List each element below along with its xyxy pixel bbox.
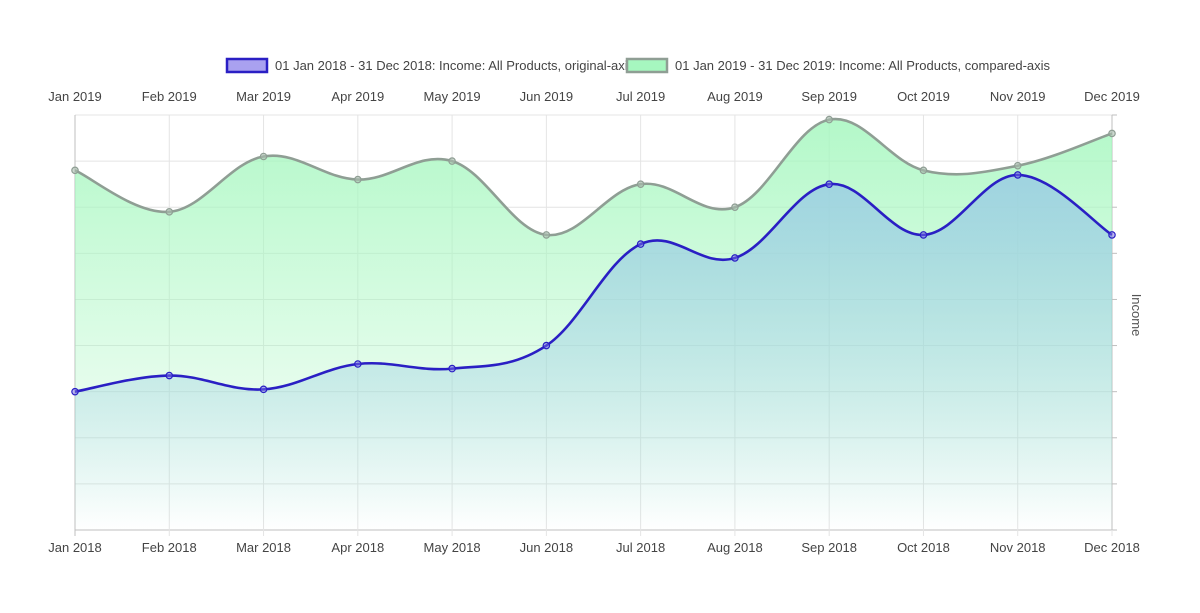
data-points [71, 115, 1116, 396]
x-top-tick-label: Jul 2019 [616, 89, 665, 104]
data-point-original-1[interactable] [165, 371, 174, 380]
data-point-compared-1[interactable] [165, 208, 174, 216]
data-point-original-2[interactable] [259, 385, 268, 394]
y-axis-title: Income [1129, 294, 1144, 337]
x-bottom-tick-label: Oct 2018 [897, 540, 950, 555]
data-point-compared-9[interactable] [919, 166, 928, 175]
x-bottom-tick-label: Nov 2018 [990, 540, 1046, 555]
x-bottom-tick-label: Feb 2018 [142, 540, 197, 555]
x-bottom-tick-label: Jul 2018 [616, 540, 665, 555]
data-point-compared-10[interactable] [1013, 161, 1022, 170]
legend-item-original[interactable]: 01 Jan 2018 - 31 Dec 2018: Income: All P… [225, 57, 635, 74]
x-bottom-tick-label: May 2018 [424, 540, 481, 555]
x-top-tick-label: Feb 2019 [142, 89, 197, 104]
x-bottom-tick-label: Apr 2018 [331, 540, 384, 555]
x-top-tick-label: Nov 2019 [990, 89, 1046, 104]
areas [75, 118, 1112, 531]
data-point-compared-3[interactable] [354, 175, 362, 184]
legend-label-original: 01 Jan 2018 - 31 Dec 2018: Income: All P… [275, 58, 635, 73]
x-bottom-tick-label: Dec 2018 [1084, 540, 1140, 555]
data-point-original-4[interactable] [448, 364, 456, 373]
data-point-compared-2[interactable] [259, 152, 268, 161]
series-area-original [75, 174, 1112, 530]
data-point-compared-0[interactable] [71, 166, 79, 175]
data-point-compared-5[interactable] [542, 231, 551, 239]
data-point-original-0[interactable] [71, 387, 79, 396]
data-point-original-3[interactable] [354, 360, 362, 368]
data-point-original-8[interactable] [825, 180, 833, 188]
x-top-tick-label: Oct 2019 [897, 89, 950, 104]
x-bottom-tick-label: Jun 2018 [520, 540, 574, 555]
legend-swatch-original [225, 57, 269, 74]
x-bottom-tick-label: Jan 2018 [48, 540, 102, 555]
data-point-original-11[interactable] [1108, 231, 1116, 239]
x-top-tick-label: Apr 2019 [331, 89, 384, 104]
x-top-tick-label: Aug 2019 [707, 89, 763, 104]
data-point-compared-6[interactable] [636, 180, 645, 188]
x-bottom-tick-label: Sep 2018 [801, 540, 857, 555]
legend-label-compared: 01 Jan 2019 - 31 Dec 2019: Income: All P… [675, 58, 1051, 73]
data-point-original-7[interactable] [731, 254, 739, 262]
tick-labels: Jan 2018 Feb 2018 Mar 2018 Apr 2018 May 2018… [48, 89, 1140, 555]
data-point-compared-11[interactable] [1108, 129, 1116, 138]
x-top-tick-label: Mar 2019 [236, 89, 291, 104]
data-point-compared-7[interactable] [731, 203, 739, 212]
x-top-tick-label: Sep 2019 [801, 89, 857, 104]
x-top-tick-label: Jun 2019 [520, 89, 574, 104]
x-bottom-tick-label: Aug 2018 [707, 540, 763, 555]
legend[interactable]: 01 Jan 2018 - 31 Dec 2018: Income: All P… [225, 57, 1051, 74]
legend-swatch-compared [625, 57, 669, 74]
data-point-compared-8[interactable] [825, 115, 833, 124]
x-top-tick-label: Dec 2019 [1084, 89, 1140, 104]
data-point-compared-4[interactable] [448, 157, 456, 165]
legend-item-compared[interactable]: 01 Jan 2019 - 31 Dec 2019: Income: All P… [625, 57, 1051, 74]
x-bottom-tick-label: Mar 2018 [236, 540, 291, 555]
x-top-tick-label: May 2019 [424, 89, 481, 104]
data-point-original-10[interactable] [1013, 171, 1022, 179]
x-top-tick-label: Jan 2019 [48, 89, 102, 104]
data-point-original-6[interactable] [636, 240, 645, 248]
data-point-original-9[interactable] [919, 231, 928, 239]
data-point-original-5[interactable] [542, 341, 551, 350]
